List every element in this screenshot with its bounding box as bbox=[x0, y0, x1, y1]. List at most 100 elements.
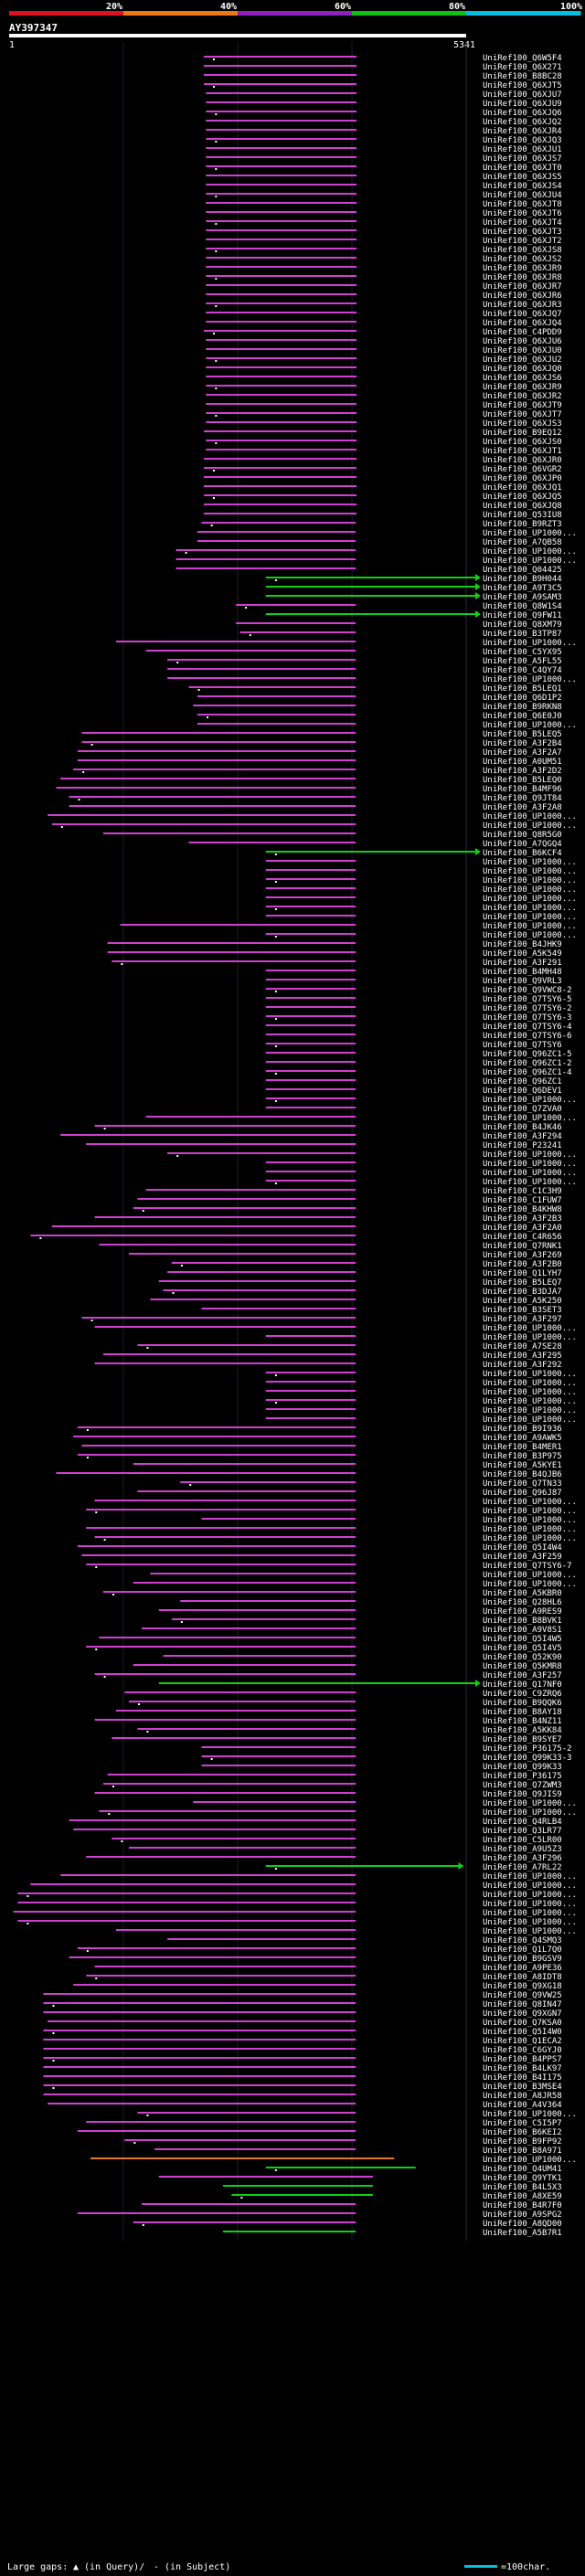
hit-row bbox=[102, 1783, 356, 1787]
hit-label: UniRef100_B4MER1 bbox=[483, 1443, 562, 1452]
hit-bar bbox=[69, 1819, 356, 1821]
hit-row bbox=[60, 1874, 356, 1876]
hit-bar bbox=[60, 1134, 356, 1136]
hit-row bbox=[43, 2057, 356, 2062]
hit-row bbox=[51, 823, 356, 828]
hit-row bbox=[265, 1862, 464, 1870]
hit-label: UniRef100_A4V364 bbox=[483, 2101, 562, 2110]
gap-marker bbox=[274, 908, 277, 910]
hit-row bbox=[73, 1984, 356, 1986]
hit-bar bbox=[206, 421, 357, 423]
hit-row bbox=[201, 1518, 356, 1520]
hit-label: UniRef100_A9V8S1 bbox=[483, 1626, 562, 1635]
gap-marker bbox=[39, 1237, 42, 1239]
hit-bar bbox=[107, 951, 356, 953]
hit-bar bbox=[265, 997, 356, 999]
hit-row bbox=[48, 2103, 356, 2104]
hit-bar bbox=[158, 1280, 356, 1282]
hit-bar bbox=[124, 2139, 356, 2141]
identity-scale-bar bbox=[9, 11, 581, 16]
hit-bar bbox=[265, 586, 475, 588]
hit-label: UniRef100_A7QB58 bbox=[483, 538, 562, 547]
hit-label: UniRef100_Q6XJS2 bbox=[483, 255, 562, 264]
hit-label: UniRef100_P36175-2 bbox=[483, 1744, 572, 1754]
hit-label: UniRef100_Q8IN47 bbox=[483, 2000, 562, 2009]
hit-label: UniRef100_Q8XM79 bbox=[483, 620, 562, 630]
hit-row bbox=[265, 583, 481, 590]
hit-label: UniRef100_B3DJA7 bbox=[483, 1288, 562, 1297]
hit-row bbox=[48, 2020, 356, 2022]
gap-marker bbox=[215, 442, 218, 444]
hit-label: UniRef100_C4QY74 bbox=[483, 666, 562, 675]
hit-label: UniRef100_Q7TSY6-6 bbox=[483, 1032, 572, 1041]
gap-marker bbox=[274, 1073, 277, 1075]
hit-label: UniRef100_B4L5X3 bbox=[483, 2183, 562, 2192]
gap-marker bbox=[215, 196, 218, 197]
hit-label: UniRef100_Q53IU8 bbox=[483, 511, 562, 520]
hit-bar bbox=[206, 184, 357, 186]
gap-marker bbox=[274, 2169, 277, 2171]
hit-bar bbox=[120, 924, 356, 926]
hit-row bbox=[203, 513, 357, 514]
hit-label: UniRef100_B9GSV9 bbox=[483, 1955, 562, 1964]
hit-label: UniRef100_Q6XJR9 bbox=[483, 383, 562, 392]
hit-row bbox=[265, 1161, 356, 1163]
hit-row bbox=[158, 1609, 356, 1611]
hit-label: UniRef100_UP1000... bbox=[483, 1397, 577, 1406]
hit-row bbox=[206, 193, 357, 197]
hit-label: UniRef100_A5K250 bbox=[483, 1297, 562, 1306]
hit-bar bbox=[158, 2176, 373, 2178]
hit-bar bbox=[145, 1189, 356, 1191]
hit-label: UniRef100_C6GYJ0 bbox=[483, 2046, 562, 2055]
hit-row bbox=[206, 175, 357, 176]
hit-bar bbox=[86, 1856, 356, 1858]
hit-row bbox=[167, 668, 356, 670]
hit-bar bbox=[206, 147, 357, 149]
hit-row bbox=[265, 1006, 356, 1008]
hit-row bbox=[265, 933, 356, 938]
scale-band bbox=[123, 11, 239, 16]
hit-label: UniRef100_Q6XJU7 bbox=[483, 90, 562, 100]
hit-row bbox=[236, 622, 356, 624]
gap-marker bbox=[274, 579, 277, 581]
scale-tick-label: 40% bbox=[220, 2, 237, 12]
hit-bar bbox=[265, 1015, 356, 1017]
hit-row bbox=[201, 522, 356, 526]
hit-row bbox=[137, 1728, 356, 1733]
hits-layer bbox=[13, 56, 481, 2232]
gap-marker bbox=[274, 1374, 277, 1376]
hit-label: UniRef100_UP1000... bbox=[483, 675, 577, 684]
hit-bar bbox=[73, 1829, 356, 1830]
hit-bar bbox=[94, 1792, 356, 1794]
hit-bar bbox=[265, 1006, 356, 1008]
gap-marker bbox=[82, 771, 85, 773]
hit-row bbox=[86, 1975, 356, 1979]
hit-bar bbox=[167, 1152, 356, 1154]
hit-arrow bbox=[475, 610, 481, 618]
hit-label: UniRef100_UP1000... bbox=[483, 1580, 577, 1589]
hit-bar bbox=[81, 732, 356, 734]
hit-row bbox=[158, 2176, 373, 2178]
hit-label: UniRef100_B5LEQ5 bbox=[483, 730, 562, 739]
hit-label: UniRef100_Q6XJT3 bbox=[483, 228, 562, 237]
hit-bar bbox=[43, 2048, 356, 2050]
hit-label: UniRef100_A9T3C5 bbox=[483, 584, 562, 593]
legend-gap-subject-label: (in Subject) bbox=[165, 2562, 230, 2572]
hit-label: UniRef100_A7SE28 bbox=[483, 1342, 562, 1352]
scale-tick-label: 20% bbox=[106, 2, 122, 12]
hit-label: UniRef100_Q99K33-3 bbox=[483, 1754, 572, 1763]
hit-bar bbox=[60, 778, 356, 779]
hit-label: UniRef100_Q6XJT5 bbox=[483, 81, 562, 90]
hit-row bbox=[112, 1838, 356, 1842]
hit-row bbox=[203, 467, 357, 472]
hit-row bbox=[265, 1015, 356, 1020]
gap-marker bbox=[212, 497, 215, 499]
hit-row bbox=[188, 842, 356, 843]
hit-bar bbox=[201, 1518, 356, 1520]
hit-label: UniRef100_B4NZ11 bbox=[483, 1717, 562, 1726]
hit-row bbox=[231, 2194, 373, 2199]
hit-bar bbox=[116, 1929, 356, 1931]
hit-row bbox=[265, 1061, 356, 1063]
hit-bar bbox=[265, 1107, 356, 1108]
hit-bar bbox=[206, 412, 357, 414]
